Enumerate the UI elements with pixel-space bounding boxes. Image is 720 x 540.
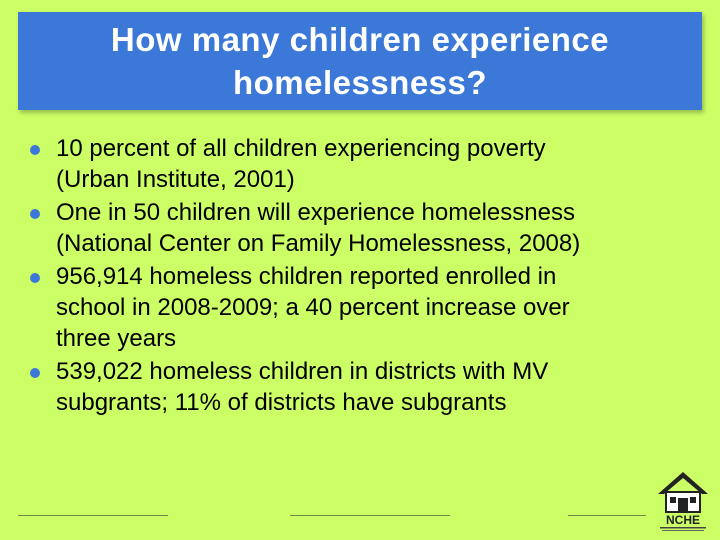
bullet-3-line-1: 956,914 homeless children reported enrol… <box>56 263 557 290</box>
bullet-dot-icon <box>30 209 40 219</box>
nche-logo-icon: NCHE <box>658 472 708 531</box>
bullet-dot-icon <box>30 368 40 378</box>
bullet-2-line-1: One in 50 children will experience homel… <box>56 199 575 226</box>
footer-divider <box>568 515 646 516</box>
logo-text: NCHE <box>666 513 700 527</box>
bullet-1-line-2: (Urban Institute, 2001) <box>56 166 295 193</box>
slide-title-line-1: How many children experience <box>110 21 610 58</box>
bullet-4-line-2: subgrants; 11% of districts have subgran… <box>56 389 507 416</box>
bullet-dot-icon <box>30 145 40 155</box>
bullet-item-1: 10 percent of all children experiencing … <box>28 133 708 195</box>
footer-divider <box>290 515 450 516</box>
bullet-1-line-1: 10 percent of all children experiencing … <box>56 135 546 162</box>
bullet-4-line-1: 539,022 homeless children in districts w… <box>56 358 549 385</box>
bullet-item-4: 539,022 homeless children in districts w… <box>28 356 708 418</box>
slide-title-line-2: homelessness? <box>232 64 488 101</box>
bullet-3-line-2: school in 2008-2009; a 40 percent increa… <box>56 294 570 321</box>
footer-divider <box>18 515 168 516</box>
bullet-item-3: 956,914 homeless children reported enrol… <box>28 261 708 354</box>
bullet-2-line-2: (National Center on Family Homelessness,… <box>56 230 581 257</box>
bullet-3-line-3: three years <box>56 325 177 352</box>
bullet-item-2: One in 50 children will experience homel… <box>28 197 708 259</box>
bullet-list: 10 percent of all children experiencing … <box>28 133 708 420</box>
slide-title-box: How many children experience homelessnes… <box>18 12 702 110</box>
bullet-dot-icon <box>30 273 40 283</box>
